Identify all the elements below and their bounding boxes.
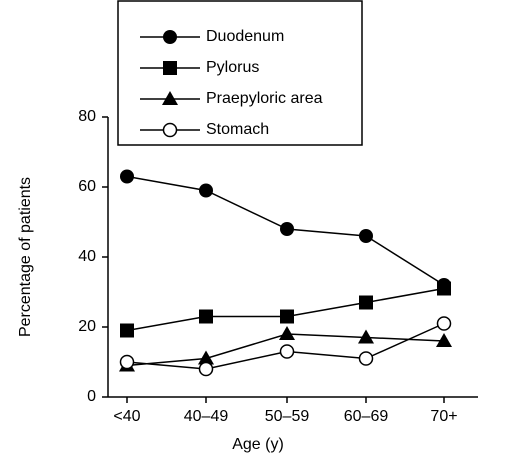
- y-tick-label: 40: [78, 248, 96, 265]
- data-point: [279, 326, 295, 340]
- data-point: [358, 351, 374, 366]
- y-tick-label: 80: [78, 108, 96, 125]
- data-point: [359, 229, 373, 243]
- data-point: [198, 350, 214, 365]
- data-point: [280, 222, 294, 236]
- legend-marker: [162, 122, 178, 138]
- data-point: [198, 361, 214, 377]
- data-point: [199, 309, 213, 324]
- legend-label: Pylorus: [206, 59, 259, 76]
- data-point: [120, 169, 134, 184]
- data-point: [119, 354, 135, 370]
- y-tick-label: 20: [78, 318, 96, 335]
- data-point: [279, 344, 295, 359]
- legend-marker: [163, 30, 177, 44]
- data-point: [359, 295, 373, 310]
- x-tick-label: <40: [113, 408, 140, 425]
- y-tick-label: 0: [87, 388, 96, 405]
- y-axis-label: Percentage of patients: [17, 177, 34, 337]
- legend-marker: [162, 91, 178, 105]
- x-tick-label: 40–49: [184, 408, 229, 425]
- x-axis-label: Age (y): [232, 436, 284, 453]
- x-tick-label: 60–69: [344, 408, 389, 425]
- legend-box: [117, 0, 363, 146]
- data-point: [358, 329, 374, 344]
- data-point: [437, 281, 451, 296]
- legend-label: Duodenum: [206, 28, 284, 45]
- data-point: [280, 309, 294, 324]
- legend-label: Stomach: [206, 121, 269, 138]
- y-tick-label: 60: [78, 178, 96, 195]
- data-point: [436, 333, 452, 347]
- data-point: [199, 183, 213, 198]
- legend-label: Praepyloric area: [206, 90, 323, 107]
- data-point: [120, 323, 134, 338]
- x-tick-label: 70+: [430, 408, 457, 425]
- data-point: [436, 316, 452, 331]
- legend-marker: [163, 61, 177, 75]
- x-tick-label: 50–59: [265, 408, 310, 425]
